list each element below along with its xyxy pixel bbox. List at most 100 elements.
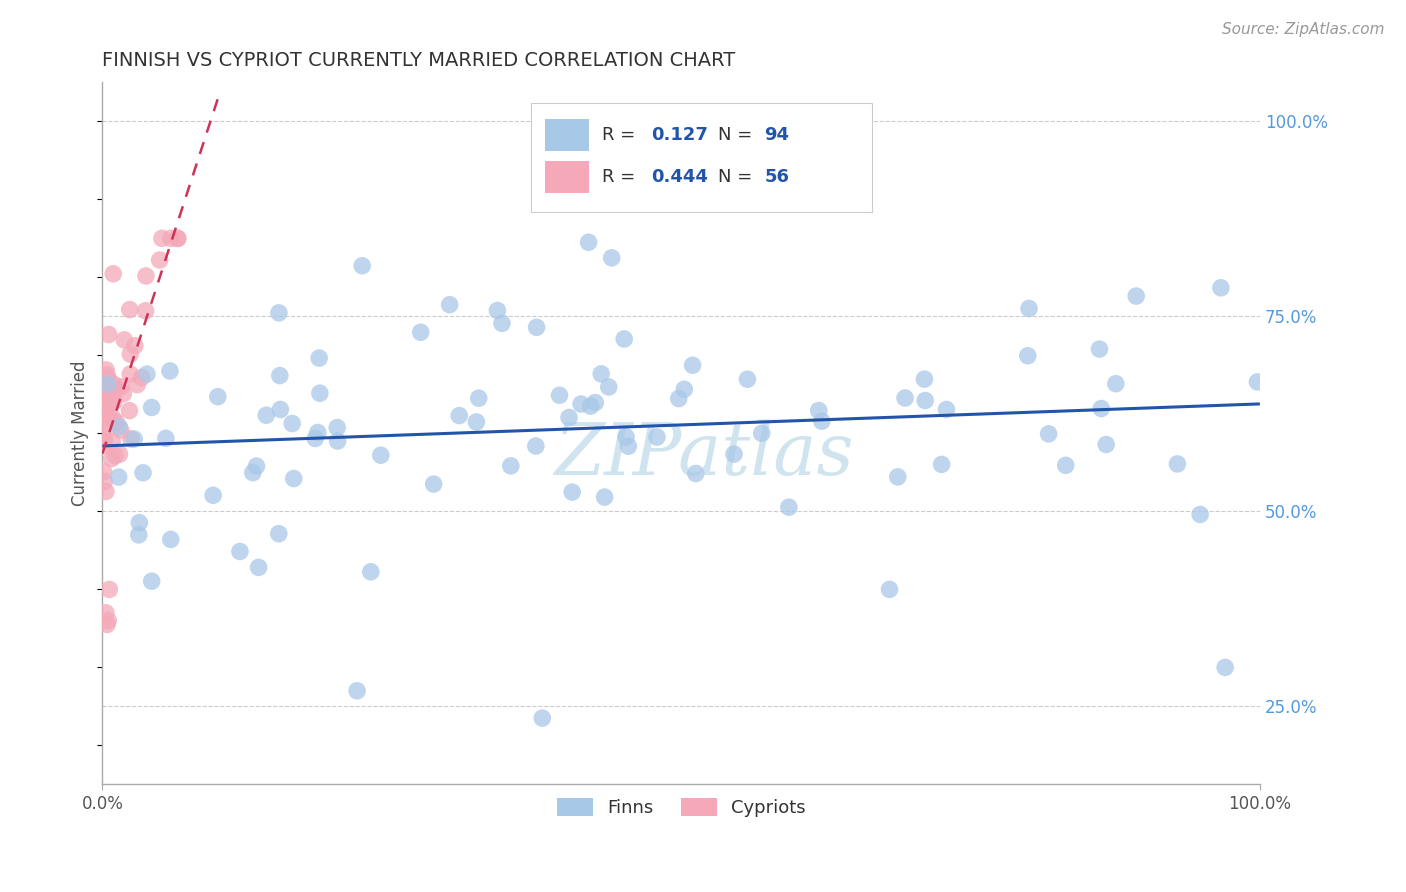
Point xyxy=(94,412,117,426)
Point xyxy=(93,475,115,489)
Point xyxy=(267,526,290,541)
Point xyxy=(778,500,800,515)
Point xyxy=(468,391,491,405)
Point xyxy=(308,351,330,365)
Point xyxy=(112,333,135,347)
Point xyxy=(807,403,830,417)
Point xyxy=(242,466,264,480)
Point xyxy=(561,485,583,500)
Point xyxy=(614,430,637,444)
Point xyxy=(120,347,142,361)
Point xyxy=(98,396,121,410)
Point xyxy=(645,430,668,444)
Point xyxy=(202,488,225,502)
Point xyxy=(93,430,115,444)
Point xyxy=(155,431,177,445)
Point xyxy=(141,401,163,415)
Point xyxy=(120,432,142,446)
Text: 56: 56 xyxy=(765,168,790,186)
Point xyxy=(118,302,141,317)
Point xyxy=(127,377,149,392)
Text: 0.444: 0.444 xyxy=(651,168,709,186)
Point xyxy=(673,382,696,396)
Point xyxy=(578,235,600,250)
Point xyxy=(101,434,124,449)
Point xyxy=(118,403,141,417)
Point xyxy=(269,402,291,417)
Legend: Finns, Cypriots: Finns, Cypriots xyxy=(550,790,813,824)
Point xyxy=(150,231,173,245)
Point xyxy=(360,565,382,579)
Point xyxy=(326,434,349,448)
Point xyxy=(1105,376,1128,391)
Point xyxy=(491,316,513,330)
Point xyxy=(879,582,901,597)
Text: FINNISH VS CYPRIOT CURRENTLY MARRIED CORRELATION CHART: FINNISH VS CYPRIOT CURRENTLY MARRIED COR… xyxy=(103,51,735,70)
Point xyxy=(352,259,374,273)
Point xyxy=(737,372,759,386)
Point xyxy=(96,617,118,632)
Point xyxy=(100,386,122,401)
Point xyxy=(617,439,640,453)
Point xyxy=(598,380,620,394)
Point xyxy=(94,484,117,499)
Point xyxy=(526,320,548,334)
Point xyxy=(307,425,329,440)
Point xyxy=(159,364,181,378)
Point xyxy=(101,410,124,425)
Point xyxy=(308,386,330,401)
Point xyxy=(613,332,636,346)
Point xyxy=(100,397,122,411)
Point xyxy=(112,386,135,401)
Point xyxy=(166,231,188,245)
Point xyxy=(245,459,267,474)
Point xyxy=(96,371,118,385)
Text: N =: N = xyxy=(718,126,758,144)
Point xyxy=(93,465,115,479)
Point xyxy=(135,303,157,318)
Point xyxy=(931,458,953,472)
Point xyxy=(207,390,229,404)
Point xyxy=(110,380,132,394)
Point xyxy=(97,377,120,392)
Point xyxy=(583,395,606,409)
Point xyxy=(1095,437,1118,451)
Point xyxy=(128,528,150,542)
Point xyxy=(283,471,305,485)
Point xyxy=(247,560,270,574)
Point xyxy=(486,303,509,318)
Point xyxy=(108,447,131,461)
Point xyxy=(94,606,117,620)
Point xyxy=(524,439,547,453)
Text: Source: ZipAtlas.com: Source: ZipAtlas.com xyxy=(1222,22,1385,37)
Point xyxy=(103,381,125,395)
Point xyxy=(465,415,488,429)
Text: ZIPatlas: ZIPatlas xyxy=(554,419,853,490)
Point xyxy=(439,298,461,312)
Point xyxy=(1017,349,1039,363)
Point xyxy=(548,388,571,402)
Point xyxy=(166,231,188,245)
Text: 94: 94 xyxy=(765,126,790,144)
Point xyxy=(110,423,132,437)
Point xyxy=(103,395,125,409)
Point xyxy=(326,420,349,434)
Point xyxy=(104,449,127,463)
Point xyxy=(346,683,368,698)
Point xyxy=(124,338,146,352)
Point xyxy=(104,415,127,429)
Text: R =: R = xyxy=(602,126,641,144)
Point xyxy=(229,544,252,558)
Point xyxy=(141,574,163,589)
Point xyxy=(1213,660,1236,674)
Point xyxy=(93,419,115,434)
Point xyxy=(422,477,444,491)
Point xyxy=(409,325,432,339)
Point xyxy=(101,384,124,398)
Point xyxy=(135,268,157,283)
Point xyxy=(751,426,773,441)
Text: N =: N = xyxy=(718,168,758,186)
Point xyxy=(1088,342,1111,356)
Point xyxy=(1189,508,1212,522)
Point xyxy=(1090,401,1112,416)
